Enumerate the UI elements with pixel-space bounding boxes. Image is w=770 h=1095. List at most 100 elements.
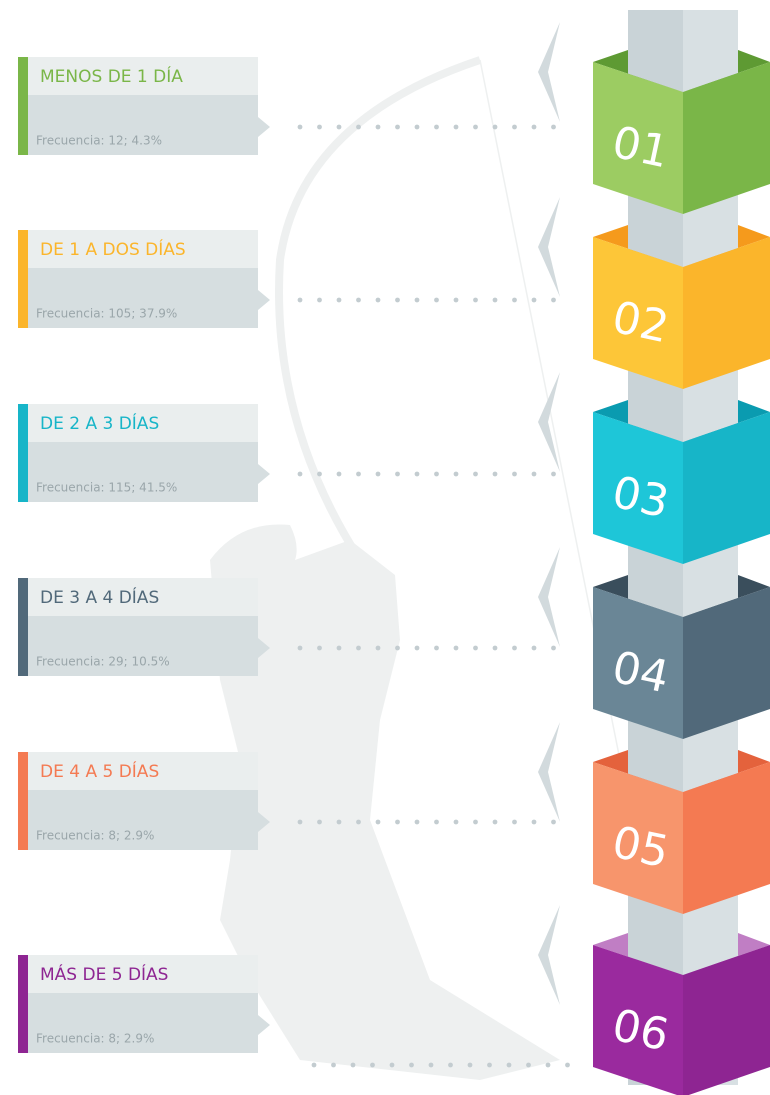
cube-side bbox=[683, 762, 770, 914]
dot bbox=[409, 1062, 414, 1068]
dot bbox=[531, 297, 537, 303]
dot bbox=[336, 124, 342, 130]
dot bbox=[473, 297, 478, 303]
title-box bbox=[28, 955, 258, 993]
cube-front bbox=[593, 587, 683, 739]
dot bbox=[473, 471, 478, 477]
cube-number: 06 bbox=[608, 1000, 673, 1062]
dot bbox=[414, 124, 420, 130]
accent-bar bbox=[18, 578, 28, 676]
cube-number: 03 bbox=[608, 467, 673, 529]
dot bbox=[336, 297, 342, 303]
dot bbox=[434, 297, 439, 303]
dot bbox=[317, 471, 322, 477]
cube-front bbox=[593, 412, 683, 564]
item-frequency: Frecuencia: 105; 37.9% bbox=[36, 307, 177, 321]
accent-bar bbox=[18, 752, 28, 850]
item-title: DE 1 A DOS DÍAS bbox=[40, 238, 186, 260]
dot bbox=[395, 645, 400, 651]
chevron bbox=[538, 22, 560, 122]
dot bbox=[331, 1062, 336, 1068]
accent-bar bbox=[18, 404, 28, 502]
dot bbox=[473, 819, 478, 825]
dot bbox=[356, 645, 361, 651]
dot bbox=[526, 1062, 531, 1068]
cube-side bbox=[683, 945, 770, 1095]
dot bbox=[395, 471, 400, 477]
item-frequency: Frecuencia: 115; 41.5% bbox=[36, 481, 177, 495]
cube-side bbox=[683, 237, 770, 389]
dot bbox=[565, 1062, 570, 1068]
dot bbox=[473, 124, 478, 130]
dot bbox=[453, 297, 459, 303]
info-box bbox=[28, 616, 270, 676]
dot bbox=[492, 297, 498, 303]
chevron bbox=[538, 372, 560, 472]
dot bbox=[311, 1062, 317, 1068]
dot bbox=[370, 1062, 375, 1068]
dot bbox=[551, 819, 556, 825]
rod bbox=[275, 56, 482, 563]
dot bbox=[492, 645, 498, 651]
info-box bbox=[28, 442, 270, 502]
accent-bar bbox=[18, 230, 28, 328]
item-frequency: Frecuencia: 29; 10.5% bbox=[36, 655, 170, 669]
dot bbox=[492, 819, 498, 825]
dot bbox=[297, 645, 303, 651]
dot bbox=[375, 645, 381, 651]
dot bbox=[453, 819, 459, 825]
dot bbox=[531, 124, 537, 130]
dot bbox=[297, 297, 303, 303]
cube-number: 04 bbox=[608, 642, 673, 704]
dot bbox=[531, 819, 537, 825]
dot bbox=[356, 471, 361, 477]
dot bbox=[487, 1062, 492, 1068]
dot bbox=[434, 471, 439, 477]
info-box bbox=[28, 790, 270, 850]
dot bbox=[350, 1062, 356, 1068]
cube-side bbox=[683, 62, 770, 214]
item-title: DE 3 A 4 DÍAS bbox=[40, 586, 159, 608]
dot bbox=[434, 819, 439, 825]
dot bbox=[453, 124, 459, 130]
dot bbox=[317, 124, 322, 130]
accent-bar bbox=[18, 955, 28, 1053]
dot bbox=[297, 124, 303, 130]
accent-bar bbox=[18, 57, 28, 155]
dot bbox=[531, 471, 537, 477]
dot bbox=[545, 1062, 551, 1068]
dot bbox=[317, 297, 322, 303]
dot bbox=[375, 297, 381, 303]
title-box bbox=[28, 578, 258, 616]
dot bbox=[414, 471, 420, 477]
dot bbox=[453, 645, 459, 651]
item-title: MÁS DE 5 DÍAS bbox=[40, 963, 168, 985]
dot bbox=[356, 819, 361, 825]
dot bbox=[551, 471, 556, 477]
title-box bbox=[28, 404, 258, 442]
dot bbox=[492, 124, 498, 130]
dot bbox=[389, 1062, 395, 1068]
dot bbox=[434, 645, 439, 651]
info-box bbox=[28, 268, 270, 328]
dot bbox=[336, 645, 342, 651]
item-frequency: Frecuencia: 8; 2.9% bbox=[36, 1032, 154, 1046]
dot bbox=[531, 645, 537, 651]
cube-front bbox=[593, 62, 683, 214]
fisherman-silhouette bbox=[210, 524, 560, 1080]
dot bbox=[453, 471, 459, 477]
cube-front bbox=[593, 945, 683, 1095]
dot bbox=[336, 471, 342, 477]
item-title: MENOS DE 1 DÍA bbox=[40, 65, 183, 87]
dot bbox=[512, 645, 517, 651]
dot bbox=[473, 645, 478, 651]
dot bbox=[506, 1062, 512, 1068]
dot bbox=[551, 297, 556, 303]
chevron bbox=[538, 197, 560, 297]
dot bbox=[356, 297, 361, 303]
item-title: DE 4 A 5 DÍAS bbox=[40, 760, 159, 782]
dot bbox=[414, 819, 420, 825]
cube-number: 05 bbox=[608, 817, 673, 879]
dot bbox=[297, 819, 303, 825]
